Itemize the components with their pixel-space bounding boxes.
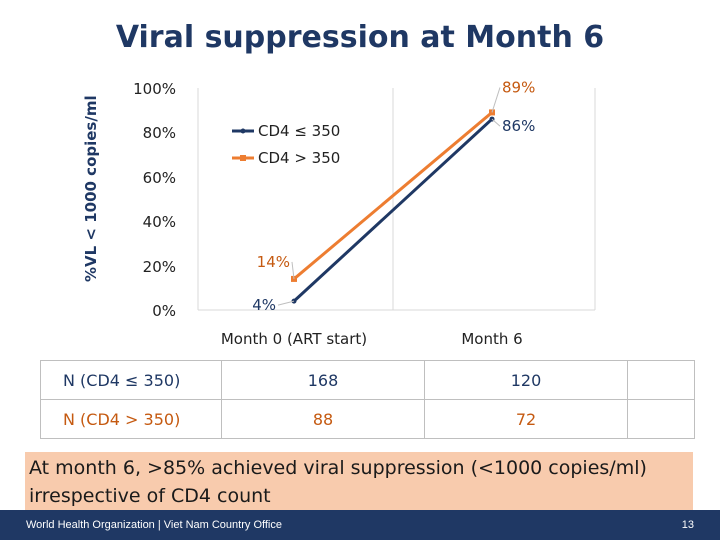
table-cell: 168 [221, 360, 425, 400]
data-label-leader [491, 87, 501, 113]
y-tick-label: 80% [142, 124, 176, 142]
data-label-leader [291, 261, 295, 279]
table-row-label: N (CD4 > 350) [40, 399, 222, 439]
y-tick-label: 0% [152, 302, 176, 320]
x-tick-label: Month 6 [461, 330, 522, 348]
y-tick-label: 60% [142, 169, 176, 187]
data-label-leader [277, 300, 295, 306]
data-label: 86% [502, 117, 535, 135]
table-row: N (CD4 ≤ 350) 168 120 [40, 360, 695, 400]
table-cell: 88 [221, 399, 425, 439]
footer-organization: World Health Organization | Viet Nam Cou… [26, 519, 282, 531]
data-label-leader [491, 118, 501, 127]
y-tick-label: 20% [142, 258, 176, 276]
page-number: 13 [681, 519, 694, 531]
table-cell: 72 [424, 399, 628, 439]
legend-marker [240, 128, 246, 134]
table-row-label: N (CD4 ≤ 350) [40, 360, 222, 400]
data-label: 4% [252, 296, 276, 314]
table-cell-empty [627, 360, 695, 400]
chart-title: Viral suppression at Month 6 [115, 20, 605, 55]
series-line [292, 117, 494, 303]
x-tick-label: Month 0 (ART start) [221, 330, 367, 348]
legend-label: CD4 > 350 [258, 149, 340, 167]
table-cell: 120 [424, 360, 628, 400]
series-line [293, 111, 493, 281]
table-cell-empty [627, 399, 695, 439]
footer-bar: World Health Organization | Viet Nam Cou… [0, 510, 720, 540]
summary-callout: At month 6, >85% achieved viral suppress… [25, 452, 693, 510]
data-label: 89% [502, 78, 535, 96]
data-label: 14% [257, 253, 290, 271]
y-tick-label: 100% [133, 80, 176, 98]
y-tick-label: 40% [142, 213, 176, 231]
legend-label: CD4 ≤ 350 [258, 122, 340, 140]
sample-size-table: N (CD4 ≤ 350) 168 120 N (CD4 > 350) 88 7… [40, 360, 695, 439]
line-chart: Month 0 (ART start) Month 6 4% 86% 14% 89% C… [197, 78, 596, 348]
legend-marker [240, 155, 246, 161]
table-row: N (CD4 > 350) 88 72 [40, 399, 695, 439]
